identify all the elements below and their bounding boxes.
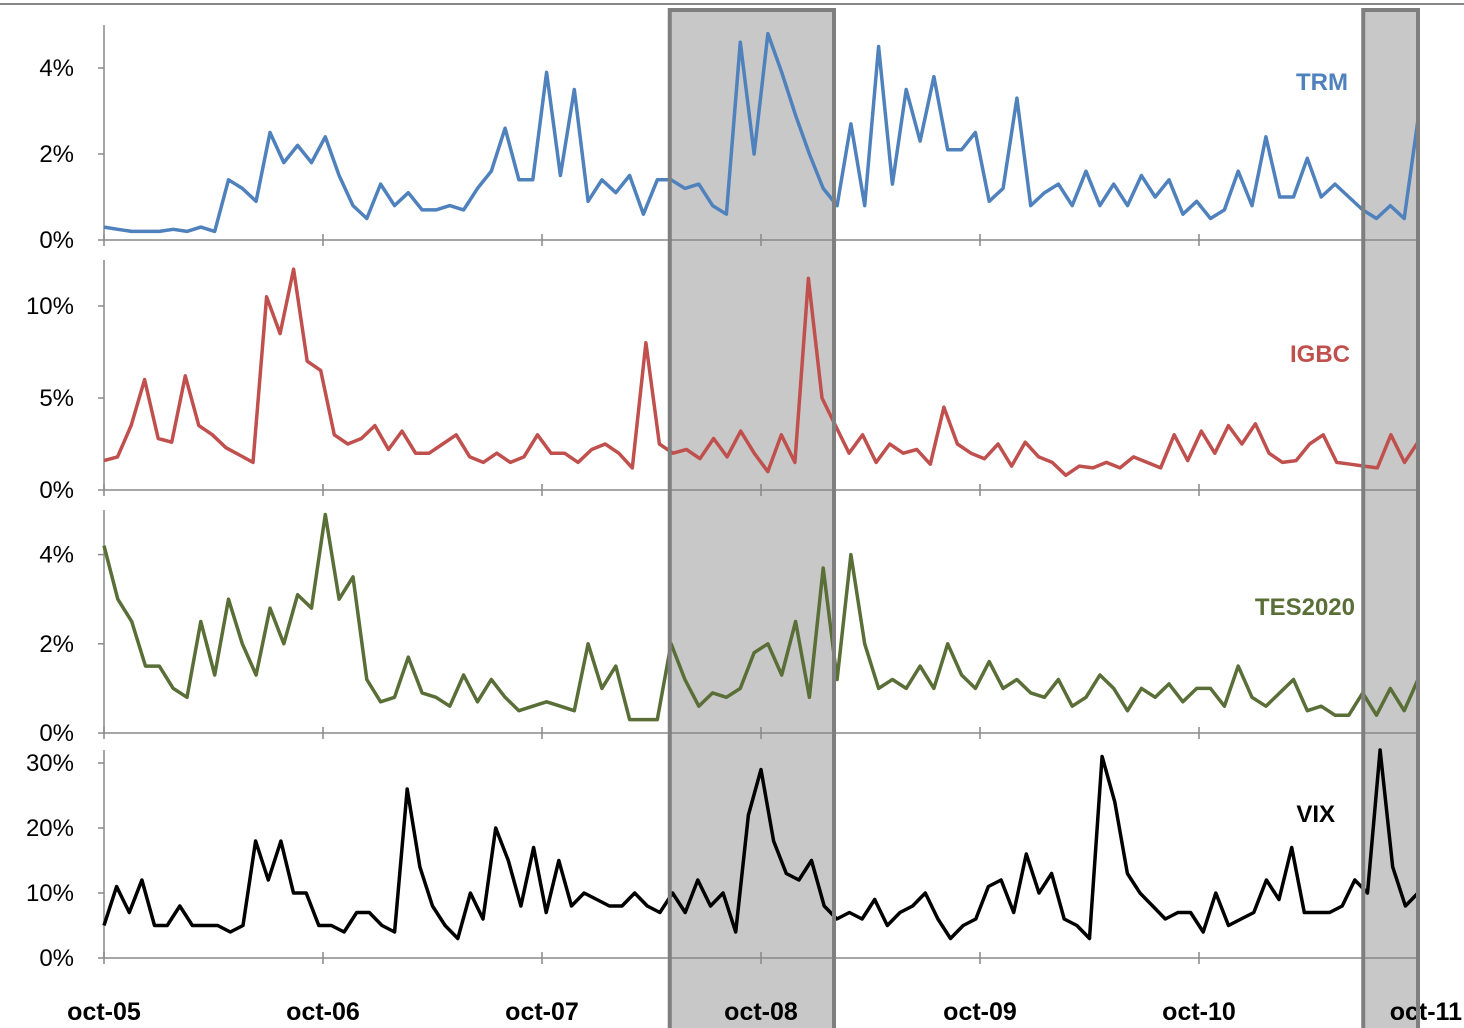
y-tick-label: 0% [39, 227, 74, 254]
series-label: VIX [1296, 801, 1335, 828]
y-tick-label: 0% [39, 945, 74, 972]
x-tick-label: oct-08 [724, 998, 798, 1026]
series-line-tes2020 [102, 512, 1420, 722]
shaded-period [1363, 10, 1418, 1028]
x-tick-label: oct-10 [1162, 998, 1236, 1026]
y-tick-label: 4% [39, 542, 74, 569]
series-line-trm [103, 31, 1420, 234]
x-tick-label: oct-05 [67, 998, 141, 1026]
y-tick-label: 20% [26, 815, 74, 842]
series-label: TES2020 [1255, 594, 1355, 621]
y-tick-label: 0% [39, 720, 74, 747]
y-tick-label: 4% [39, 55, 74, 82]
x-tick-label: oct-06 [286, 998, 360, 1026]
shaded-period-frame [1361, 8, 1420, 1028]
shaded-periods [669, 10, 1418, 1028]
y-tick-label: 2% [39, 631, 74, 658]
series-label: IGBC [1290, 341, 1350, 368]
y-tick-label: 5% [39, 385, 74, 412]
x-tick-label: oct-11 [1390, 998, 1462, 1026]
y-tick-label: 0% [39, 477, 74, 504]
y-tick-label: 30% [26, 750, 74, 777]
y-tick-label: 10% [26, 293, 74, 320]
period-frames [667, 8, 1420, 1028]
series-lines [102, 31, 1420, 941]
series-label: TRM [1296, 69, 1348, 96]
x-tick-label: oct-09 [943, 998, 1017, 1026]
axes [98, 25, 1419, 964]
y-tick-label: 10% [26, 880, 74, 907]
shaded-period-frame [667, 8, 836, 1028]
shaded-period [669, 10, 834, 1028]
series-line-vix [102, 748, 1420, 941]
x-tick-label: oct-07 [505, 998, 579, 1026]
series-line-igbc [103, 267, 1420, 478]
y-tick-label: 2% [39, 141, 74, 168]
labels: 0% 2% 4% TRM 0% 5% 10% IGBC 0% 2% 4% TES2020 0% 10% 20… [26, 55, 1462, 1026]
